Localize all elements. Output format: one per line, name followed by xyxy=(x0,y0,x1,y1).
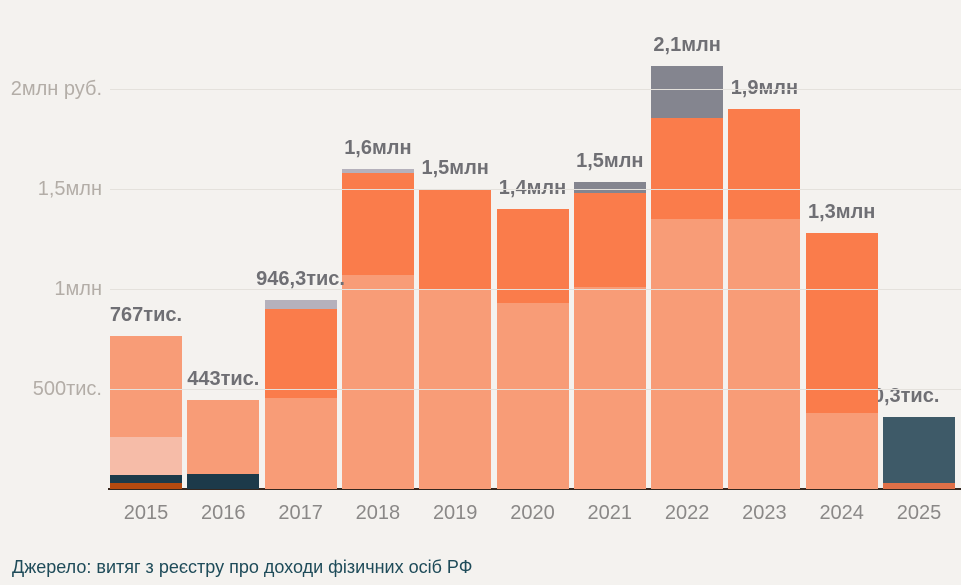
bar-2019-segment-orange xyxy=(419,189,492,289)
gridline-1500 xyxy=(110,189,961,190)
bar-2022-segment-orange xyxy=(651,118,724,219)
y-axis-label: 1,5млн xyxy=(37,178,102,200)
bar-2018-segment-orange xyxy=(341,173,414,275)
x-axis-label: 2021 xyxy=(587,502,633,524)
bar-2024-segment-orange xyxy=(805,233,878,413)
gridline-500 xyxy=(110,389,961,390)
bar-2022-segment-gray_dark xyxy=(651,66,724,118)
bar-value-label: 946,3тис. xyxy=(256,267,345,290)
bar-2021-segment-orange xyxy=(573,193,646,287)
bar-2017-segment-salmon xyxy=(264,398,337,489)
x-axis-label: 2023 xyxy=(742,502,787,524)
source-note: Джерело: витяг з реєстру про доходи фізи… xyxy=(12,557,473,577)
bar-2020-segment-orange xyxy=(496,209,569,303)
bar-value-label: 1,5млн xyxy=(576,150,644,172)
bar-2015-segment-navy xyxy=(110,475,182,484)
bar-2017-segment-gray_light xyxy=(264,299,337,309)
gridline-2000 xyxy=(110,89,961,90)
x-axis-label: 2020 xyxy=(510,502,555,524)
bar-2025-segment-rust_light xyxy=(883,483,955,489)
bar-2020-segment-salmon xyxy=(496,303,569,489)
bar-2016-segment-navy xyxy=(187,474,260,489)
bar-2021-segment-gray_dark xyxy=(573,182,646,193)
x-axis-label: 2017 xyxy=(278,502,323,524)
bar-value-label: 1,6млн xyxy=(344,137,412,159)
gridline-1000 xyxy=(110,289,961,290)
x-axis-label: 2015 xyxy=(123,502,169,524)
bar-2015-segment-rust xyxy=(110,483,182,489)
bar-2018-segment-gray_light xyxy=(341,169,414,173)
x-axis-label: 2022 xyxy=(664,502,710,524)
bar-value-label: 2,1млн xyxy=(653,34,721,56)
y-axis-label: 1млн xyxy=(54,278,102,300)
bar-2015-segment-pink xyxy=(110,436,182,476)
bar-2018-segment-salmon xyxy=(341,275,414,489)
bar-value-label: 1,3млн xyxy=(807,201,876,223)
x-axis-label: 2024 xyxy=(819,502,864,524)
bar-value-label: 443тис. xyxy=(187,368,260,391)
bar-value-label: 1,5млн xyxy=(421,157,489,179)
bar-2017-segment-orange xyxy=(264,309,337,398)
bar-2024-segment-salmon xyxy=(805,413,878,489)
x-axis-label: 2016 xyxy=(201,502,246,524)
bar-2025-segment-slate xyxy=(883,416,955,483)
bar-2023-segment-salmon xyxy=(728,219,801,489)
y-axis-label: 2млн руб. xyxy=(10,78,102,100)
x-axis-label: 2018 xyxy=(355,502,401,524)
bar-2015-segment-salmon xyxy=(110,335,182,437)
bar-2022-segment-salmon xyxy=(651,219,724,489)
x-axis-label: 2025 xyxy=(896,502,942,524)
bar-value-label: 1,4млн xyxy=(498,177,567,199)
bar-value-label: 1,9млн xyxy=(730,77,799,99)
bar-2023-segment-orange xyxy=(728,109,801,219)
bar-value-label: 767тис. xyxy=(109,303,183,326)
x-axis-label: 2019 xyxy=(432,502,478,524)
bar-2016-segment-salmon xyxy=(187,400,260,474)
y-axis-label: 500тис. xyxy=(32,378,102,400)
bar-2021-segment-salmon xyxy=(573,287,646,489)
